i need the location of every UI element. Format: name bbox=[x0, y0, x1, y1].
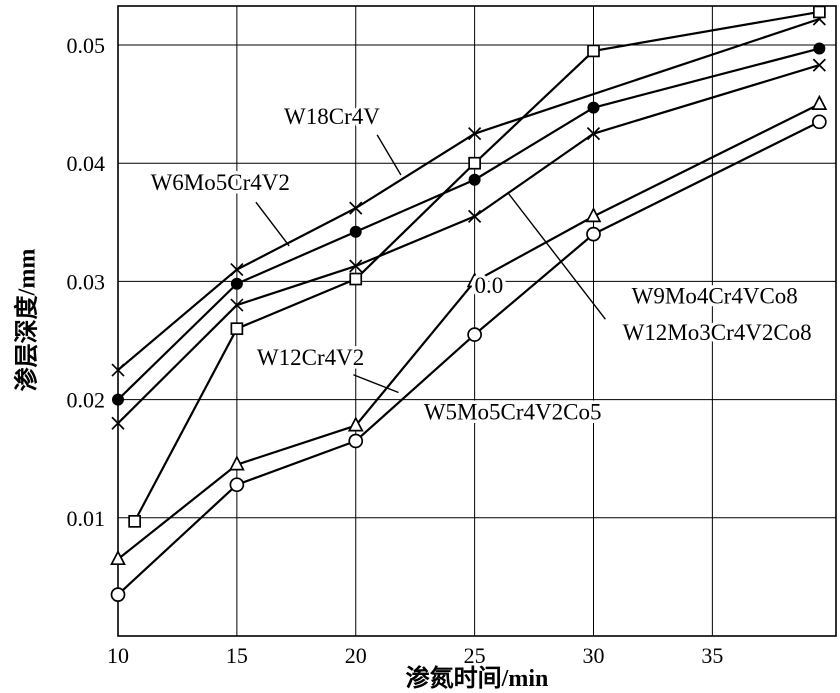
tick-labels: 10 15 20 25 30 35 0.01 0.02 0.03 0.04 0.05 bbox=[67, 33, 724, 668]
x-tick-label: 35 bbox=[701, 643, 723, 668]
leader-line bbox=[353, 374, 399, 394]
series-W5Mo5Cr4V2Co5 bbox=[110, 114, 827, 602]
leader-line bbox=[507, 192, 606, 320]
plot-border bbox=[117, 5, 837, 637]
series-annotation: W12Mo3Cr4V2Co8 bbox=[623, 320, 812, 345]
y-axis-label: 渗层深度/mm bbox=[14, 248, 41, 392]
x-tick-label: 15 bbox=[226, 643, 248, 668]
x-tick-label: 20 bbox=[345, 643, 367, 668]
series-W18Cr4V bbox=[111, 12, 826, 377]
series-W12Cr4V2 bbox=[110, 94, 828, 566]
series-labels: W18Cr4V W6Mo5Cr4V2 W12Mo3Cr4V2Co8 W9Mo4Cr4V… bbox=[147, 100, 815, 427]
series-annotation: W5Mo5Cr4V2Co5 bbox=[424, 399, 602, 424]
series-annotation: W9Mo4Cr4VCo8 bbox=[632, 284, 798, 309]
series-W9Mo4Cr4VCo8 bbox=[128, 5, 826, 528]
series-annotation: 0.0 bbox=[475, 273, 504, 298]
leader-line bbox=[376, 134, 402, 176]
series-annotation: W12Cr4V2 bbox=[257, 345, 364, 370]
series-annotation: W6Mo5Cr4V2 bbox=[151, 170, 290, 195]
y-tick-label: 0.02 bbox=[67, 388, 106, 413]
y-tick-label: 0.03 bbox=[67, 269, 106, 294]
series-W12Mo3Cr4V2Co8 bbox=[111, 58, 826, 430]
series-annotation: W18Cr4V bbox=[284, 104, 380, 129]
x-tick-label: 25 bbox=[464, 643, 486, 668]
y-tick-label: 0.05 bbox=[67, 33, 106, 58]
y-tick-label: 0.04 bbox=[67, 151, 106, 176]
series-W6Mo5Cr4V2 bbox=[112, 42, 826, 406]
leader-line bbox=[255, 201, 290, 247]
x-tick-label: 10 bbox=[107, 643, 129, 668]
y-tick-label: 0.01 bbox=[67, 506, 106, 531]
x-tick-label: 30 bbox=[582, 643, 604, 668]
